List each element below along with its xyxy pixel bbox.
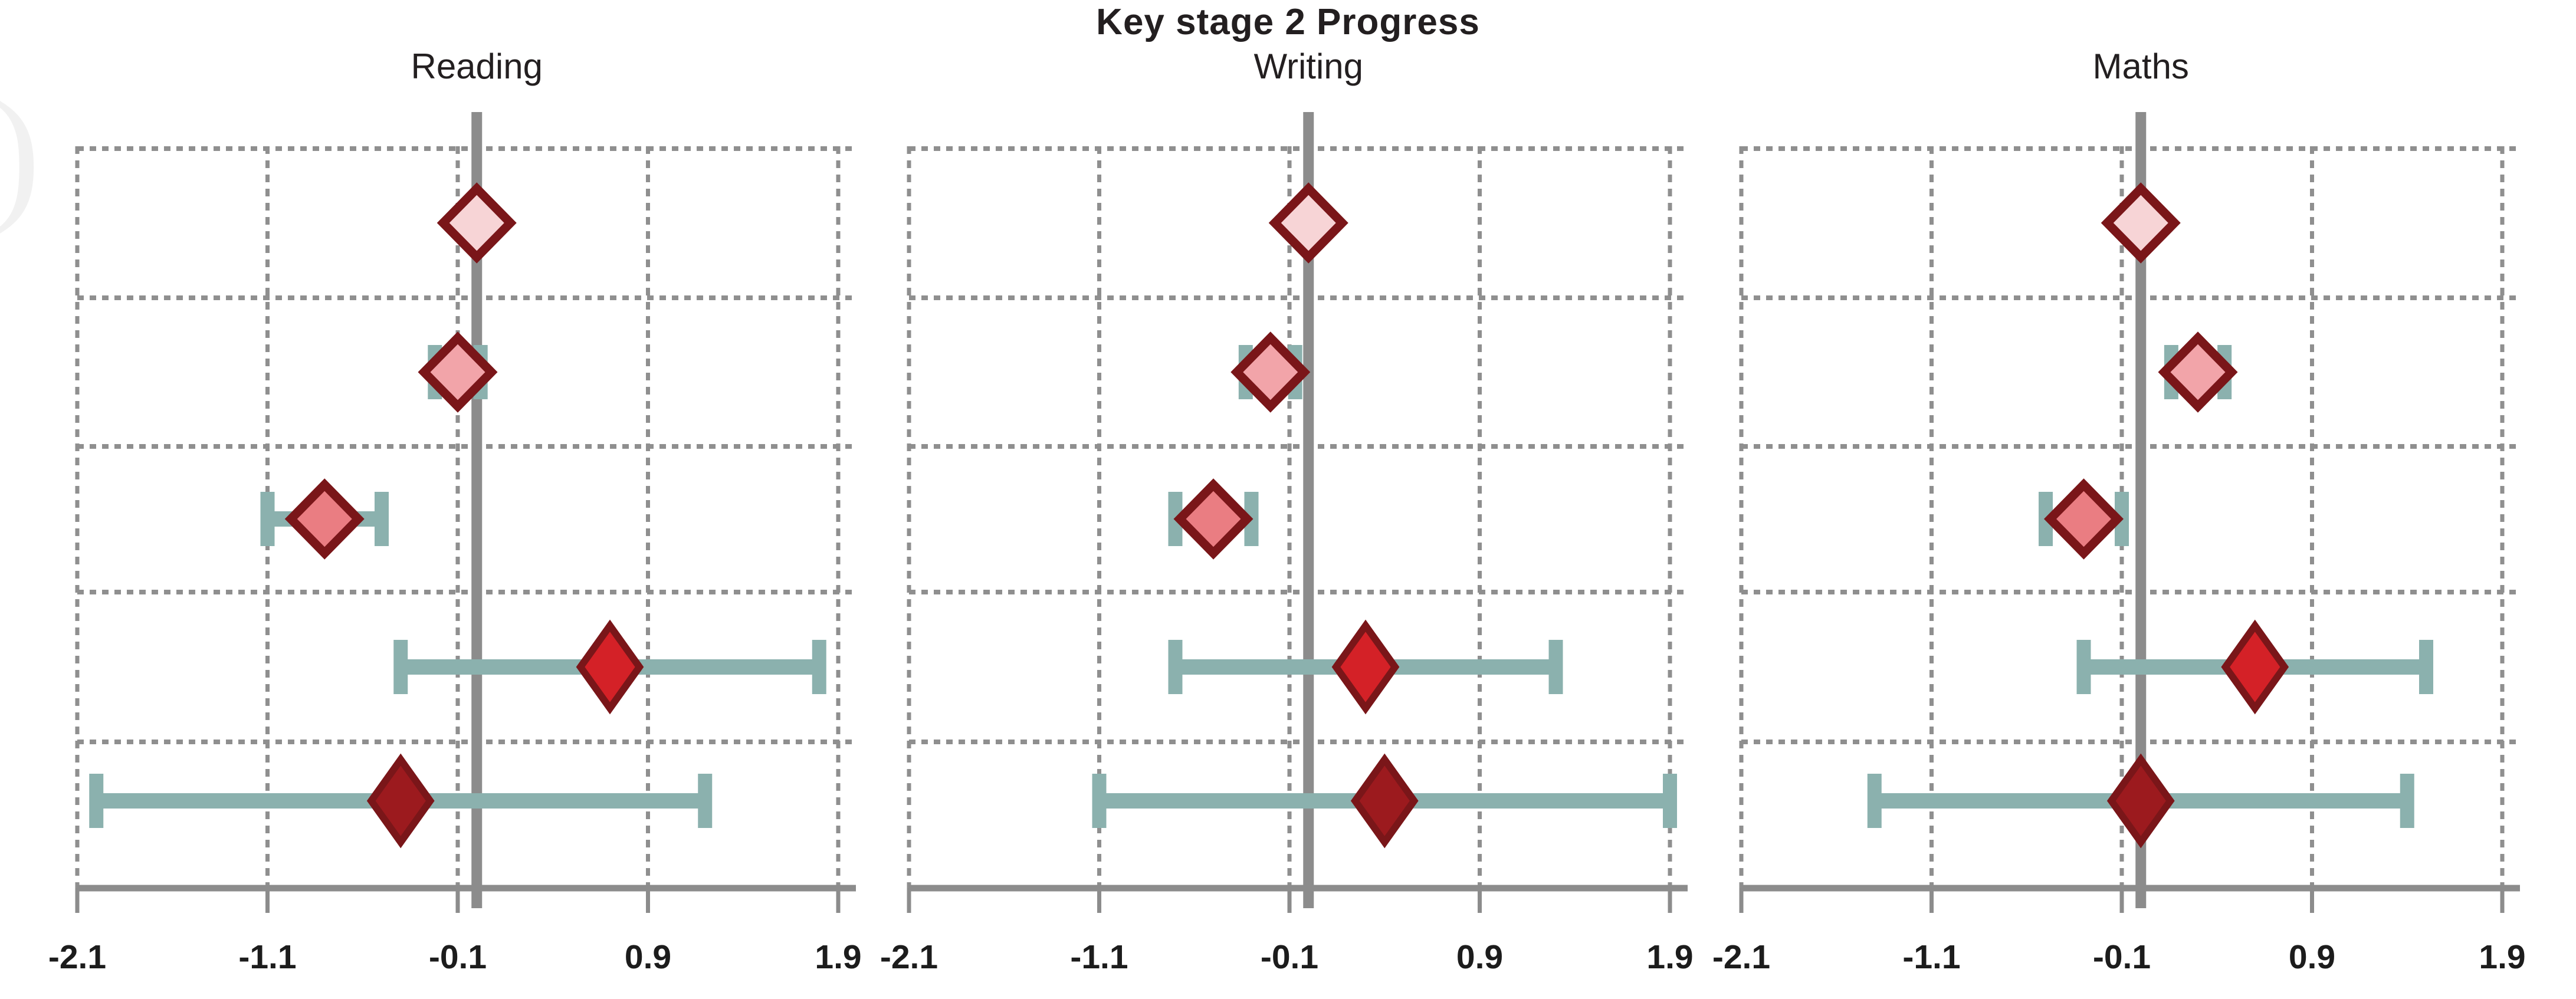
x-tick-label: 1.9 — [1646, 938, 1693, 976]
page-title: Key stage 2 Progress — [1096, 2, 1480, 42]
ci-cap — [2419, 640, 2433, 694]
ci-cap — [1548, 640, 1563, 694]
x-tick-label: -1.1 — [1070, 938, 1128, 976]
ci-cap — [375, 492, 389, 546]
ci-cap — [2076, 640, 2091, 694]
ci-cap — [393, 640, 408, 694]
ci-cap — [812, 640, 826, 694]
diamond-marker — [366, 753, 435, 849]
x-tick-label: -2.1 — [1712, 938, 1770, 976]
ci-cap — [1663, 774, 1677, 828]
diamond-marker — [418, 331, 498, 413]
panel-title-maths: Maths — [2092, 47, 2189, 86]
diamond-marker — [2158, 331, 2238, 413]
x-tick-label: 0.9 — [625, 938, 671, 976]
diamond-marker — [1268, 182, 1348, 264]
x-tick-label: 1.9 — [2479, 938, 2525, 976]
ci-cap — [1168, 640, 1183, 694]
diamond-marker — [437, 182, 517, 264]
ci-cap — [89, 774, 104, 828]
panel-title-reading: Reading — [411, 47, 543, 86]
ci-cap — [1867, 774, 1882, 828]
diamond-marker — [284, 478, 365, 560]
diamond-marker — [1173, 478, 1253, 560]
diamond-marker — [576, 619, 644, 715]
x-tick-label: -2.1 — [48, 938, 106, 976]
diamond-marker — [2221, 619, 2289, 715]
x-tick-label: -1.1 — [1902, 938, 1960, 976]
panel-title-writing: Writing — [1253, 47, 1364, 86]
diamond-marker — [2043, 478, 2124, 560]
ci-cap — [1092, 774, 1107, 828]
x-tick-label: -1.1 — [238, 938, 296, 976]
diamond-marker — [2106, 753, 2175, 849]
x-tick-label: -0.1 — [429, 938, 487, 976]
diamond-marker — [1331, 619, 1400, 715]
diamond-marker — [2101, 182, 2181, 264]
diamond-marker — [1230, 331, 1311, 413]
ci-cap — [260, 492, 275, 546]
x-tick-label: -2.1 — [880, 938, 938, 976]
diamond-marker — [1350, 753, 1419, 849]
x-tick-label: 1.9 — [815, 938, 861, 976]
x-tick-label: -0.1 — [1261, 938, 1318, 976]
x-tick-label: 0.9 — [1456, 938, 1503, 976]
ci-cap — [2400, 774, 2414, 828]
x-tick-label: -0.1 — [2093, 938, 2151, 976]
x-tick-label: 0.9 — [2289, 938, 2335, 976]
ci-cap — [698, 774, 713, 828]
